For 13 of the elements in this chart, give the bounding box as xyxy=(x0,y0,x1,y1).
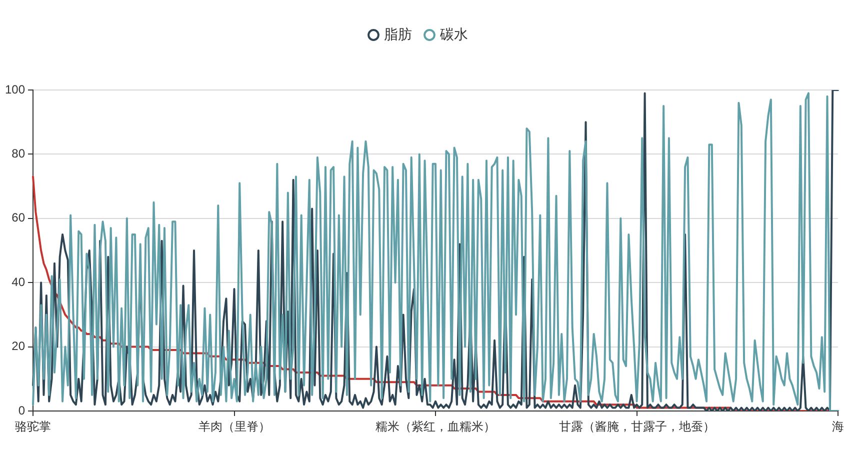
y-tick-label: 60 xyxy=(12,210,26,225)
x-tick-label: 骆驼掌 xyxy=(15,420,51,434)
y-tick-label: 0 xyxy=(18,403,26,418)
y-tick-label: 40 xyxy=(12,274,26,289)
legend-label: 碳水 xyxy=(439,26,468,42)
y-tick-label: 100 xyxy=(4,82,26,96)
legend-label: 脂肪 xyxy=(384,26,412,42)
x-tick-label: 糯米（紫红，血糯米） xyxy=(376,420,496,434)
x-tick-label: 海 xyxy=(832,420,844,434)
y-tick-label: 20 xyxy=(12,339,26,354)
y-tick-label: 80 xyxy=(12,146,26,161)
x-tick-label: 甘露（酱腌，甘露子，地蚕） xyxy=(558,420,715,434)
x-tick-label: 羊肉（里脊） xyxy=(198,420,270,434)
